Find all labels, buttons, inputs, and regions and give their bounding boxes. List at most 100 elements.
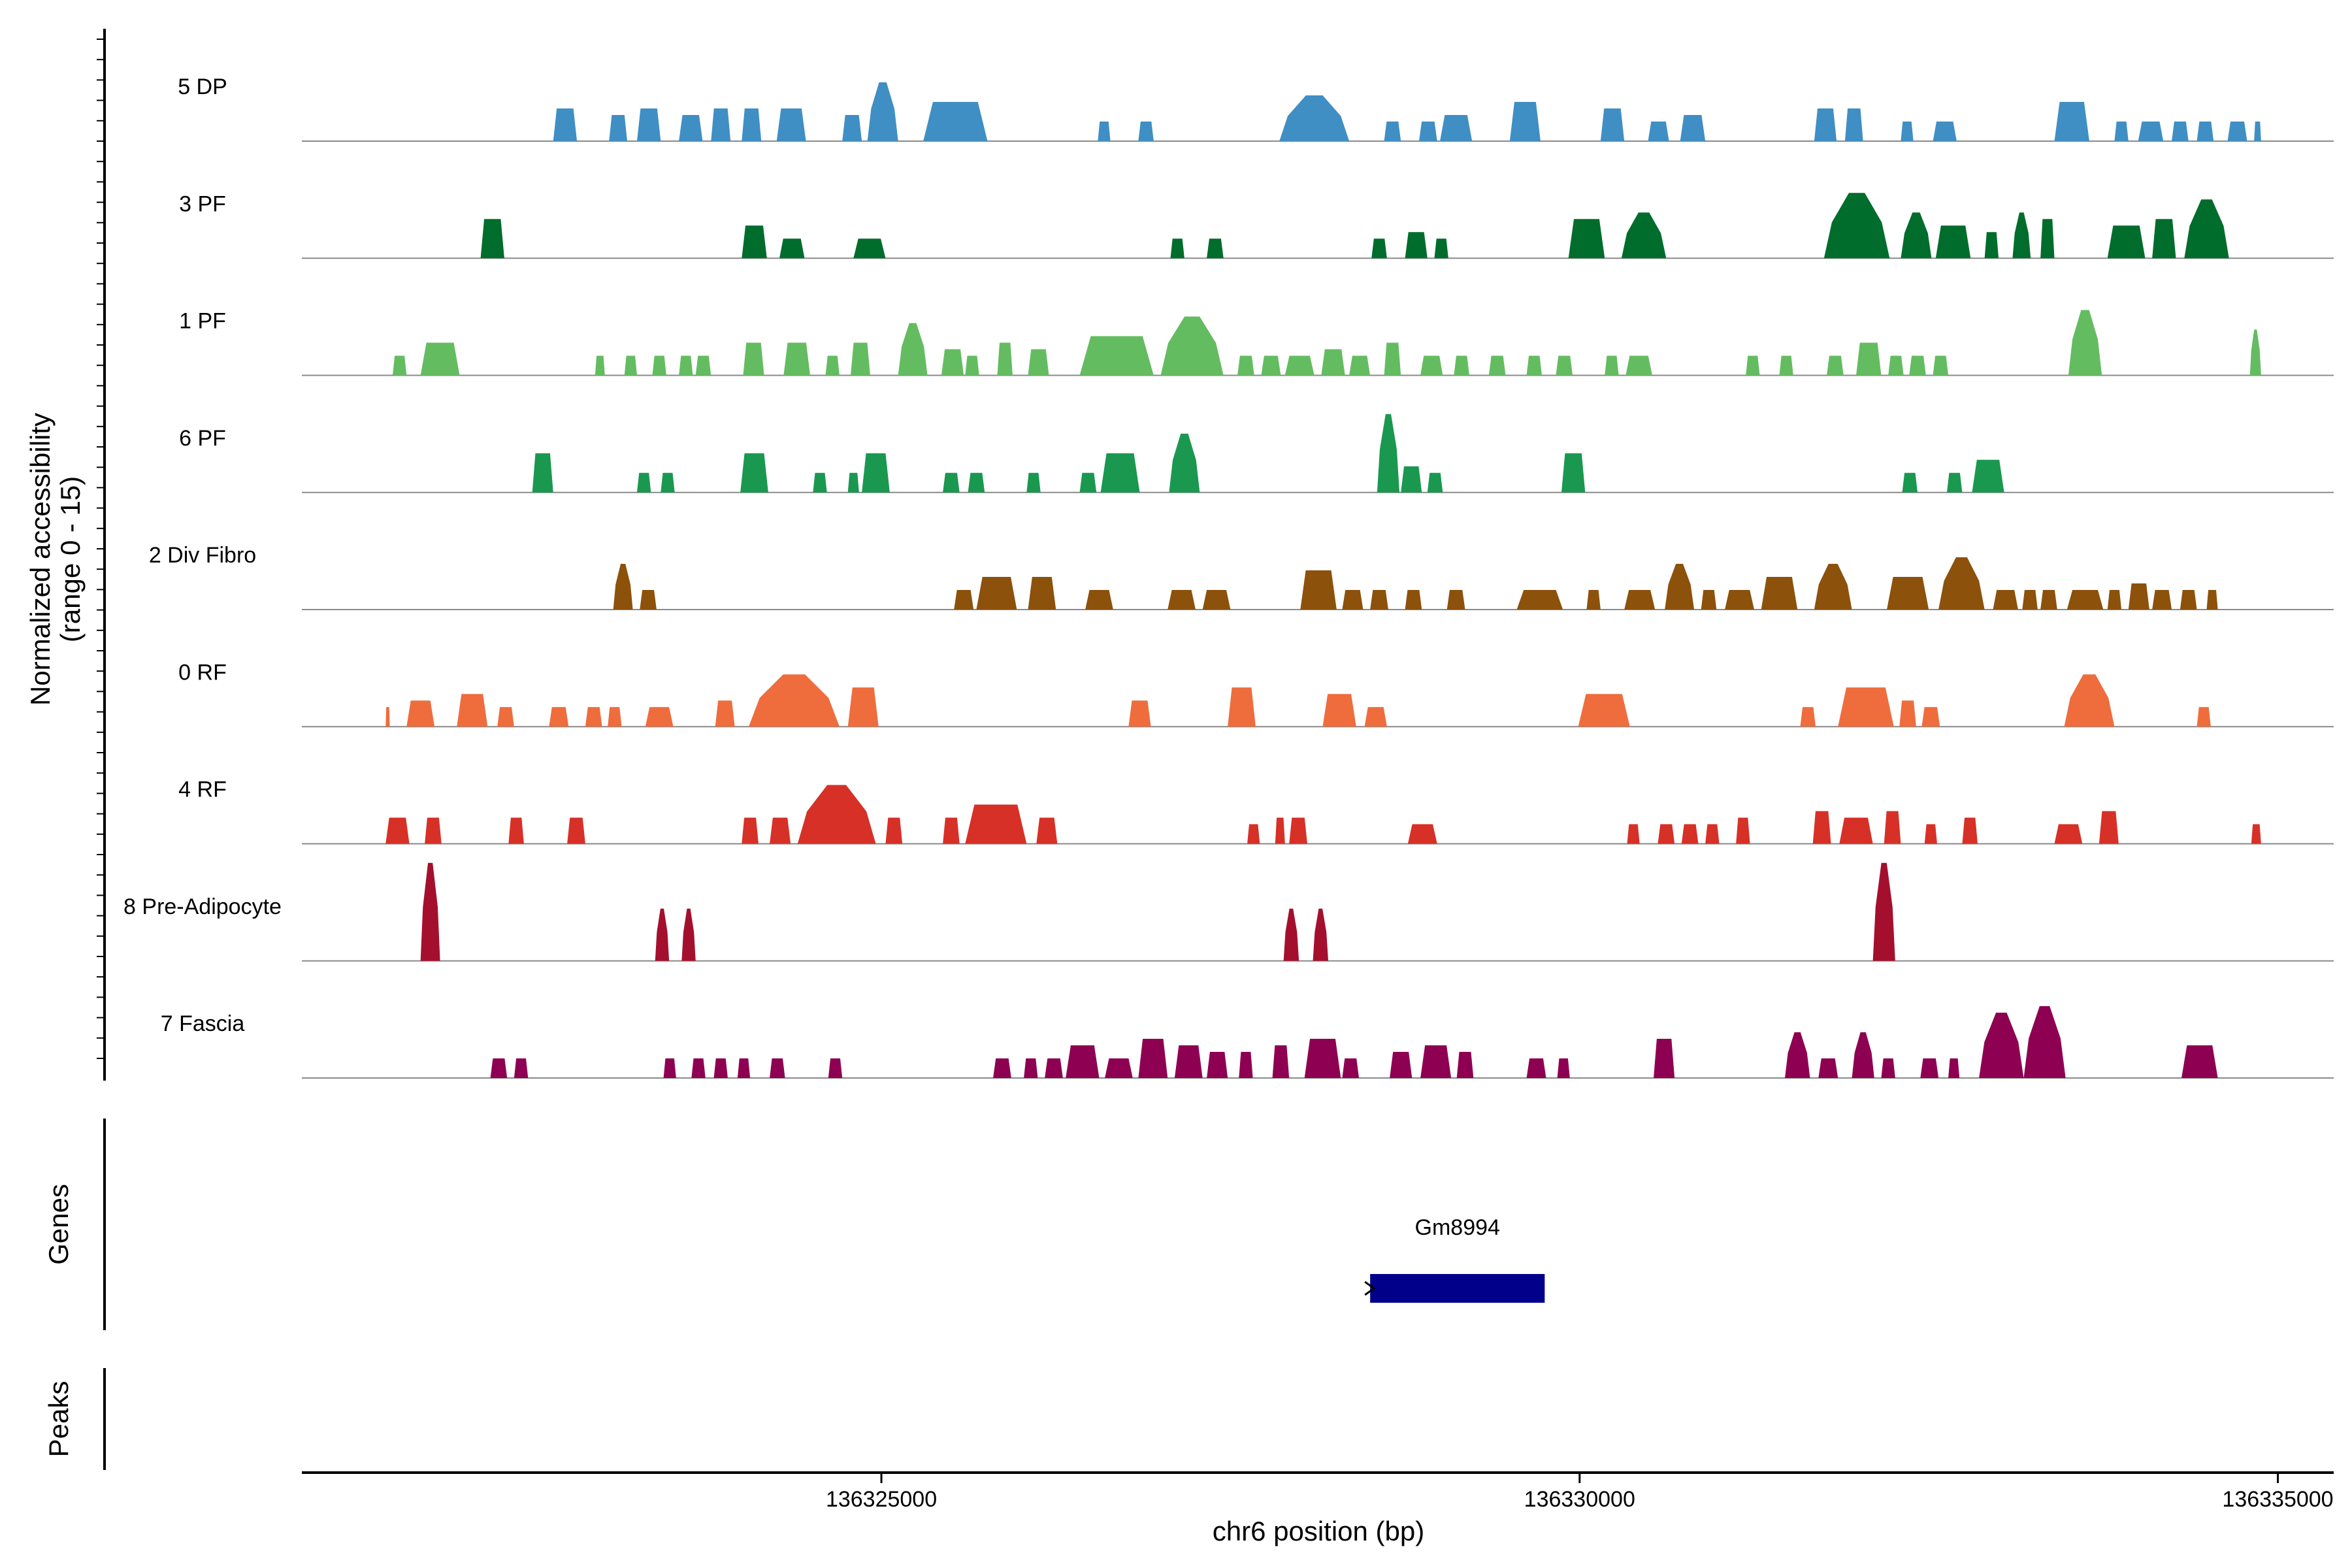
coverage-peak bbox=[1160, 316, 1224, 376]
coverage-peak bbox=[1304, 1039, 1341, 1078]
coverage-peak bbox=[2054, 102, 2089, 141]
coverage-peak bbox=[1138, 1039, 1168, 1078]
coverage-peak bbox=[1901, 212, 1932, 259]
track-label: 3 PF bbox=[179, 191, 226, 216]
coverage-peak bbox=[1972, 459, 2004, 493]
coverage-peak bbox=[2107, 590, 2122, 610]
coverage-peak bbox=[1627, 824, 1640, 844]
peaks-axis-title: Peaks bbox=[43, 1381, 74, 1458]
coverage-peak bbox=[1045, 1058, 1063, 1078]
coverage-peak bbox=[1526, 1058, 1546, 1078]
coverage-peak bbox=[1578, 694, 1630, 727]
coverage-peak bbox=[842, 115, 862, 141]
coverage-peak bbox=[743, 342, 764, 376]
coverage-peak bbox=[497, 707, 514, 727]
coverage-peak bbox=[1938, 557, 1985, 610]
coverage-peak bbox=[1174, 1045, 1203, 1078]
coverage-peak bbox=[2099, 811, 2119, 844]
coverage-peak bbox=[1170, 238, 1184, 259]
coverage-peak bbox=[1275, 817, 1285, 844]
coverage-peak bbox=[1899, 700, 1916, 727]
coverage-peak bbox=[1665, 564, 1695, 610]
x-tick-label: 136335000 bbox=[2222, 1487, 2333, 1512]
coverage-peak bbox=[1300, 570, 1337, 610]
y-axis-range: (range 0 - 15) bbox=[55, 476, 86, 642]
coverage-peak bbox=[2197, 122, 2214, 141]
coverage-peak bbox=[1881, 1058, 1895, 1078]
coverage-peak bbox=[1935, 225, 1971, 259]
coverage-peak bbox=[1098, 122, 1111, 141]
coverage-peak bbox=[1390, 1052, 1413, 1078]
coverage-peak bbox=[1823, 193, 1890, 259]
coverage-peak bbox=[1066, 1045, 1100, 1078]
coverage-peak bbox=[1342, 1058, 1360, 1078]
coverage-peak bbox=[847, 687, 879, 727]
coverage-peak bbox=[457, 694, 488, 727]
coverage-peak bbox=[943, 472, 960, 493]
coverage-peak bbox=[1456, 1052, 1474, 1078]
coverage-peak bbox=[954, 590, 974, 610]
coverage-peak bbox=[1658, 824, 1675, 844]
coverage-peak bbox=[923, 102, 988, 141]
coverage-peak bbox=[1654, 1039, 1675, 1078]
coverage-peak bbox=[2249, 329, 2261, 376]
coverage-peak bbox=[1384, 342, 1401, 376]
coverage-peak bbox=[1556, 355, 1573, 376]
coverage-peak bbox=[1239, 1052, 1253, 1078]
coverage-peak bbox=[1284, 355, 1315, 376]
coverage-peak bbox=[1342, 590, 1364, 610]
coverage-peak bbox=[1888, 355, 1904, 376]
coverage-peak bbox=[976, 577, 1017, 610]
coverage-peak bbox=[1924, 824, 1937, 844]
coverage-peak bbox=[2184, 199, 2229, 259]
coverage-peak bbox=[1746, 355, 1760, 376]
coverage-peak bbox=[1405, 232, 1428, 259]
coverage-peak bbox=[1681, 824, 1699, 844]
coverage-peak bbox=[1946, 472, 1963, 493]
coverage-peak bbox=[1779, 355, 1793, 376]
x-tick-label: 136330000 bbox=[1524, 1487, 1635, 1512]
coverage-peak bbox=[1349, 355, 1371, 376]
track-2: 3 PF bbox=[179, 191, 2334, 259]
coverage-peak bbox=[2206, 590, 2218, 610]
coverage-peak bbox=[636, 472, 651, 493]
track-label: 0 RF bbox=[178, 660, 227, 685]
coverage-peak bbox=[1736, 817, 1750, 844]
coverage-peak bbox=[480, 219, 504, 259]
coverage-peak bbox=[847, 472, 859, 493]
x-axis-title: chr6 position (bp) bbox=[1213, 1516, 1425, 1546]
coverage-peak bbox=[585, 707, 602, 727]
coverage-peak bbox=[1446, 590, 1465, 610]
coverage-peak bbox=[853, 238, 886, 259]
coverage-peak bbox=[1384, 122, 1401, 141]
coverage-peak bbox=[2066, 590, 2104, 610]
coverage-peak bbox=[1902, 472, 1918, 493]
coverage-peak bbox=[691, 1058, 706, 1078]
coverage-peak bbox=[1028, 349, 1049, 376]
coverage-peak bbox=[1407, 824, 1437, 844]
coverage-peak bbox=[1993, 590, 2018, 610]
coverage-peak bbox=[1440, 115, 1473, 141]
coverage-peak bbox=[532, 453, 553, 493]
coverage-peak bbox=[2152, 219, 2176, 259]
coverage-peak bbox=[1901, 122, 1914, 141]
coverage-peak bbox=[1814, 564, 1852, 610]
genes-axis-title: Genes bbox=[43, 1184, 74, 1265]
coverage-peak bbox=[2180, 590, 2197, 610]
coverage-peak bbox=[1247, 824, 1260, 844]
coverage-peak bbox=[1561, 453, 1586, 493]
coverage-peak bbox=[783, 342, 811, 376]
coverage-peak bbox=[661, 472, 675, 493]
coverage-peak bbox=[776, 108, 806, 141]
coverage-peak bbox=[2197, 707, 2211, 727]
coverage-peak bbox=[2040, 219, 2055, 259]
coverage-peak bbox=[1364, 707, 1387, 727]
coverage-peak bbox=[655, 908, 670, 961]
track-label: 2 Div Fibro bbox=[149, 543, 256, 568]
coverage-peak bbox=[514, 1058, 529, 1078]
coverage-peak bbox=[1621, 212, 1667, 259]
coverage-peak bbox=[1818, 1058, 1838, 1078]
coverage-peak bbox=[737, 1058, 751, 1078]
coverage-peak bbox=[2012, 212, 2031, 259]
coverage-peak bbox=[1526, 355, 1543, 376]
